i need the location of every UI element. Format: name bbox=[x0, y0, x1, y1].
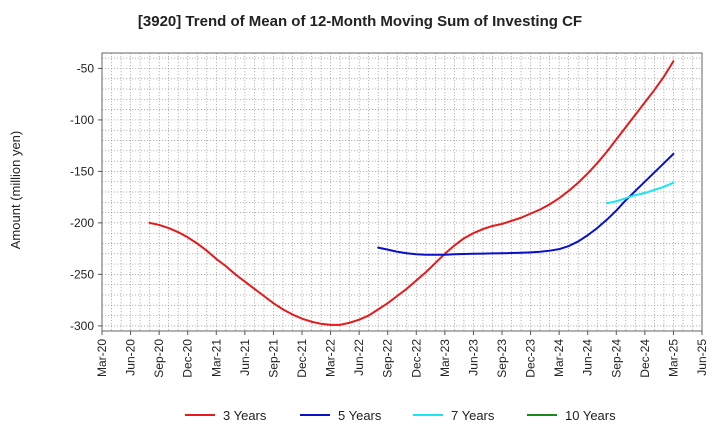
x-tick-label: Sep-21 bbox=[266, 339, 280, 378]
y-tick-label: -250 bbox=[70, 267, 94, 281]
x-tick-label: Jun-25 bbox=[695, 339, 709, 376]
grid-layer bbox=[102, 53, 702, 331]
legend-label-5-years: 5 Years bbox=[338, 408, 382, 423]
x-tick-label: Mar-25 bbox=[666, 339, 680, 377]
x-tick-label: Sep-24 bbox=[609, 339, 623, 378]
chart-title: [3920] Trend of Mean of 12-Month Moving … bbox=[138, 13, 582, 30]
x-tick-label: Jun-23 bbox=[466, 339, 480, 376]
x-tick-label: Jun-21 bbox=[238, 339, 252, 376]
x-tick-label: Mar-20 bbox=[95, 339, 109, 377]
x-tick-label: Jun-24 bbox=[581, 339, 595, 376]
y-tick-label: -50 bbox=[77, 61, 95, 75]
y-axis-label: Amount (million yen) bbox=[8, 131, 23, 250]
x-tick-label: Jun-22 bbox=[352, 339, 366, 376]
x-tick-label: Dec-24 bbox=[638, 339, 652, 378]
y-tick-label: -100 bbox=[70, 113, 94, 127]
x-tick-label: Mar-24 bbox=[552, 339, 566, 377]
x-tick-label: Dec-23 bbox=[524, 339, 538, 378]
x-tick-labels: Mar-20 Jun-20 Sep-20 Dec-20 Mar-21 Jun-21 Sep-… bbox=[95, 331, 709, 378]
plot-frame bbox=[101, 52, 703, 332]
x-tick-label: Dec-20 bbox=[181, 339, 195, 378]
series-layer bbox=[148, 60, 675, 326]
legend: 3 Years 5 Years 7 Years 10 Years bbox=[185, 408, 616, 423]
series-line-5-years bbox=[377, 152, 675, 256]
legend-label-7-years: 7 Years bbox=[451, 408, 495, 423]
x-tick-label: Sep-20 bbox=[152, 339, 166, 378]
x-tick-label: Sep-22 bbox=[381, 339, 395, 378]
legend-label-3-years: 3 Years bbox=[223, 408, 267, 423]
x-tick-label: Mar-22 bbox=[324, 339, 338, 377]
plot-area-border bbox=[101, 52, 703, 332]
x-tick-label: Mar-23 bbox=[438, 339, 452, 377]
y-tick-label: -150 bbox=[70, 164, 94, 178]
y-tick-label: -300 bbox=[70, 319, 94, 333]
x-tick-label: Jun-20 bbox=[124, 339, 138, 376]
series-line-3-years bbox=[148, 60, 675, 326]
y-tick-label: -200 bbox=[70, 216, 94, 230]
legend-label-10-years: 10 Years bbox=[565, 408, 616, 423]
x-tick-label: Dec-21 bbox=[295, 339, 309, 378]
y-tick-labels: -50 -100 -150 -200 -250 -300 bbox=[70, 61, 102, 333]
x-tick-label: Mar-21 bbox=[209, 339, 223, 377]
x-tick-label: Sep-23 bbox=[495, 339, 509, 378]
x-tick-label: Dec-22 bbox=[409, 339, 423, 378]
series-line-7-years bbox=[605, 181, 675, 205]
